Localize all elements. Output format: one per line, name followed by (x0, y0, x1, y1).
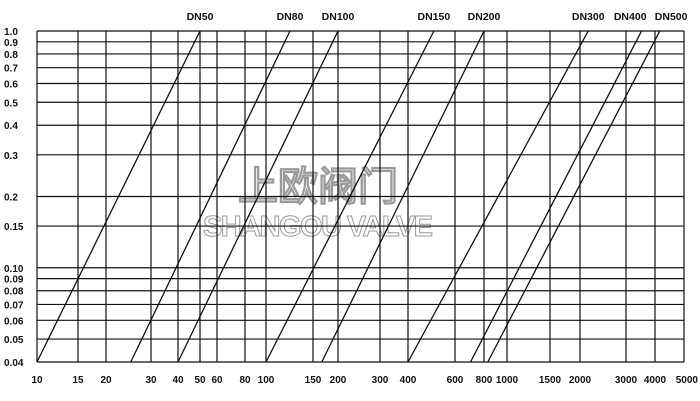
series-label-dn500: DN500 (655, 11, 688, 23)
series-label-dn150: DN150 (418, 11, 451, 23)
y-tick-label: 0.15 (4, 222, 24, 233)
watermark-cn: 上欧阀门 (238, 165, 398, 209)
x-tick-label: 400 (400, 375, 417, 386)
series-label-dn80: DN80 (277, 11, 304, 23)
x-tick-label: 30 (145, 375, 157, 386)
x-tick-label: 200 (330, 375, 347, 386)
x-tick-label: 300 (372, 375, 389, 386)
y-tick-label: 0.3 (4, 151, 18, 162)
x-tick-label: 150 (305, 375, 322, 386)
y-tick-label: 0.7 (4, 64, 18, 75)
x-tick-label: 2000 (569, 375, 592, 386)
x-tick-label: 4000 (644, 375, 667, 386)
series-line-dn80 (130, 30, 291, 363)
y-tick-label: 0.6 (4, 80, 18, 91)
y-tick-label: 0.04 (4, 358, 24, 369)
x-tick-label: 40 (172, 375, 184, 386)
y-tick-label: 0.2 (4, 193, 18, 204)
y-tick-label: 0.08 (4, 287, 24, 298)
x-tick-label: 1000 (496, 375, 519, 386)
y-tick-label: 0.4 (4, 121, 18, 132)
x-tick-label: 10 (31, 375, 43, 386)
y-tick-label: 0.9 (4, 38, 18, 49)
series-label-dn300: DN300 (572, 11, 605, 23)
series-label-dn100: DN100 (322, 11, 355, 23)
series-label-dn50: DN50 (187, 11, 214, 23)
x-tick-label: 1500 (539, 375, 562, 386)
watermark-en: SHANGOU VALVE (203, 211, 433, 243)
watermark-logo: 上欧阀门 SHANGOU VALVE (203, 165, 434, 244)
series-label-dn200: DN200 (468, 11, 501, 23)
x-tick-label: 15 (72, 375, 84, 386)
series-line-dn50 (36, 30, 201, 363)
series-line-dn300 (407, 30, 589, 363)
series-label-dn400: DN400 (614, 11, 647, 23)
x-tick-label: 5000 (676, 375, 699, 386)
x-tick-label: 20 (100, 375, 112, 386)
series-line-dn500 (487, 30, 661, 363)
x-tick-label: 80 (239, 375, 251, 386)
x-tick-label: 100 (258, 375, 275, 386)
y-tick-label: 0.09 (4, 275, 24, 286)
y-tick-label: 0.5 (4, 98, 18, 109)
y-tick-label: 0.07 (4, 300, 24, 311)
x-tick-label: 3000 (615, 375, 638, 386)
y-tick-label: 0.06 (4, 316, 24, 327)
series-line-dn400 (469, 30, 643, 363)
series-line-dn150 (265, 30, 435, 363)
x-tick-label: 50 (194, 375, 206, 386)
y-tick-label: 0.10 (4, 264, 24, 275)
series-line-dn100 (177, 30, 339, 363)
x-tick-label: 800 (476, 375, 493, 386)
series-line-dn200 (321, 30, 485, 363)
y-tick-label: 0.8 (4, 50, 18, 61)
y-tick-label: 1.0 (4, 27, 18, 38)
x-tick-label: 600 (447, 375, 464, 386)
x-tick-label: 60 (211, 375, 223, 386)
y-tick-label: 0.05 (4, 335, 24, 346)
